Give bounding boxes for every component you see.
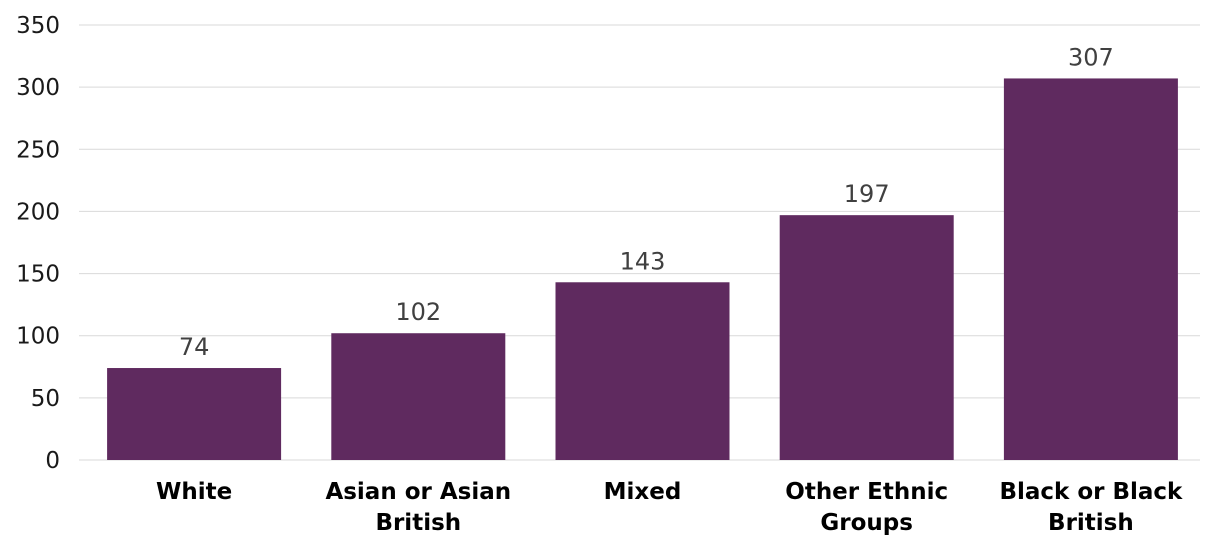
y-tick-label: 50: [31, 386, 60, 412]
y-tick-label: 300: [16, 75, 60, 101]
data-labels: 74 102 143 197 307: [179, 43, 1114, 361]
x-tick-label: White: [156, 479, 232, 505]
bar: [107, 368, 282, 460]
bar: [1003, 78, 1178, 460]
x-tick-label: Black or Black British: [999, 479, 1183, 536]
y-axis: 0 50 100 150 200 250 300 350: [16, 13, 60, 474]
x-axis: White Asian or Asian British Mixed Other Eth…: [156, 479, 1183, 536]
bars: [107, 78, 1178, 460]
x-tick-label: Other Ethnic Groups: [785, 479, 948, 536]
data-label: 307: [1068, 43, 1114, 71]
data-label: 197: [844, 180, 890, 208]
x-tick-label: Asian or Asian British: [325, 479, 511, 536]
data-label: 74: [179, 333, 210, 361]
data-label: 143: [620, 247, 666, 275]
bar: [779, 215, 954, 460]
bar: [331, 333, 506, 460]
y-tick-label: 100: [16, 324, 60, 350]
data-label: 102: [395, 298, 441, 326]
bar: [555, 282, 730, 460]
y-tick-label: 250: [16, 137, 60, 163]
x-tick-label: Mixed: [604, 479, 682, 505]
y-tick-label: 350: [16, 13, 60, 39]
y-tick-label: 0: [45, 448, 60, 474]
y-tick-label: 150: [16, 262, 60, 288]
y-tick-label: 200: [16, 199, 60, 225]
